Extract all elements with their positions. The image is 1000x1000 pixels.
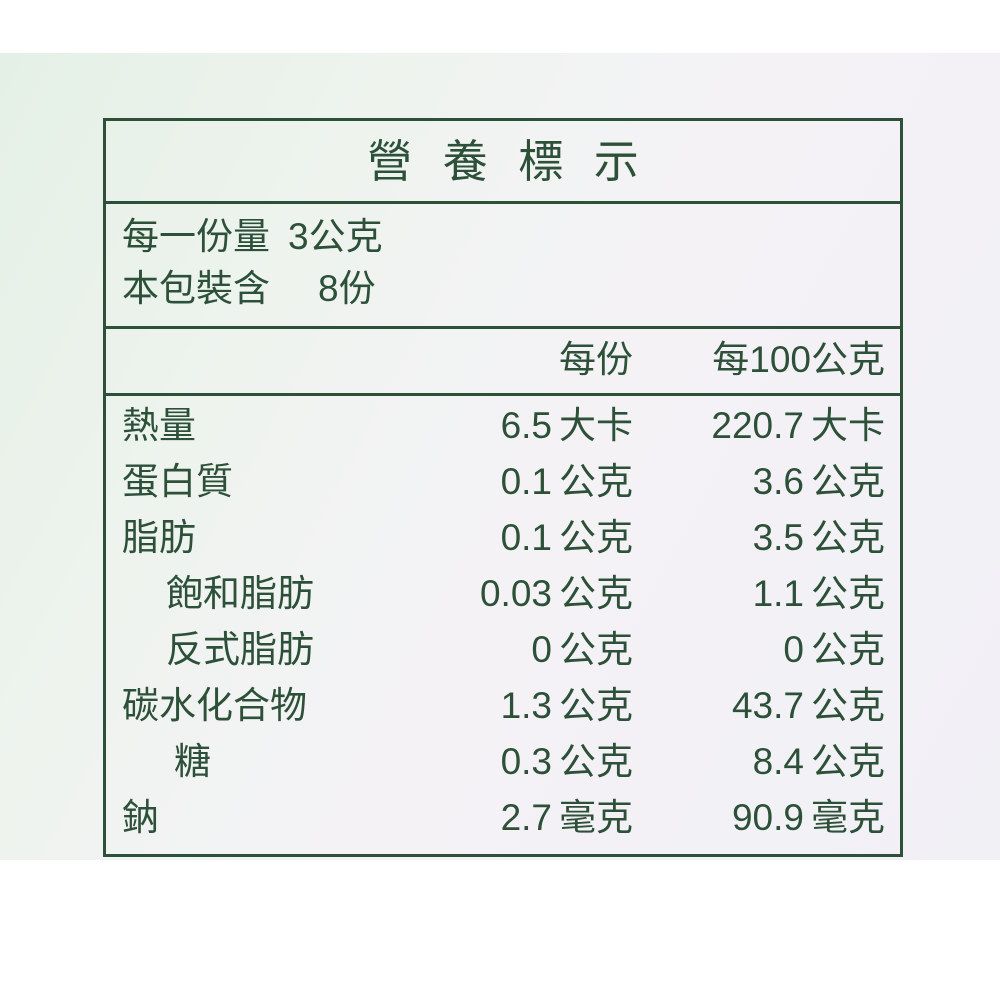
nutrient-per-serving-value: 6.5 大卡 <box>418 398 633 454</box>
nutrient-per-100g-value: 0 公克 <box>633 622 885 678</box>
column-header-per-100g: 每100公克 <box>712 339 885 380</box>
nutrient-per-serving-value: 1.3 公克 <box>418 678 633 734</box>
nutrient-rows: 熱量 6.5 大卡 220.7 大卡 蛋白質 0.1 公克 3.6 公克 脂肪 0.1 公克 3.5 公克飽… <box>106 393 900 854</box>
nutrient-name: 熱量 <box>122 405 196 446</box>
servings-per-package-label: 本包裝含 <box>122 268 270 309</box>
nutrient-per-100g-value: 3.6 公克 <box>633 454 885 510</box>
divider-after-serving-info <box>106 326 900 329</box>
per-serving-number: 0 <box>531 629 552 670</box>
per-100g-number: 1.1 <box>752 573 804 614</box>
divider-after-title <box>106 201 900 204</box>
per-serving-number: 0.1 <box>500 517 552 558</box>
column-header-per-serving: 每份 <box>559 339 633 380</box>
nutrient-row: 鈉 2.7 毫克 90.9 毫克 <box>106 790 900 846</box>
nutrient-row: 飽和脂肪 0.03 公克 1.1 公克 <box>106 566 900 622</box>
per-serving-number: 2.7 <box>500 797 552 838</box>
per-serving-unit: 公克 <box>559 741 633 782</box>
nutrient-row: 脂肪 0.1 公克 3.5 公克 <box>106 510 900 566</box>
nutrient-per-100g-value: 3.5 公克 <box>633 510 885 566</box>
serving-size-label: 每一份量 <box>122 216 270 257</box>
nutrient-per-serving-value: 0.1 公克 <box>418 454 633 510</box>
nutrient-name: 脂肪 <box>122 517 196 558</box>
nutrient-row: 蛋白質 0.1 公克 3.6 公克 <box>106 454 900 510</box>
background-bottom-band <box>0 860 1000 1000</box>
serving-information: 每一份量 3公克 本包裝含 8份 <box>106 201 900 326</box>
per-100g-unit: 公克 <box>811 573 885 614</box>
nutrient-row: 糖 0.3 公克 8.4 公克 <box>106 734 900 790</box>
per-serving-unit: 公克 <box>559 517 633 558</box>
per-serving-number: 0.1 <box>500 461 552 502</box>
per-serving-unit: 公克 <box>559 461 633 502</box>
nutrient-name: 蛋白質 <box>122 461 233 502</box>
per-100g-unit: 公克 <box>811 685 885 726</box>
column-headers-band: 每份 每100公克 <box>106 326 900 393</box>
per-serving-unit: 公克 <box>559 685 633 726</box>
serving-size-row: 每一份量 3公克 <box>122 211 900 263</box>
background-gradient-band <box>0 53 1000 860</box>
per-100g-number: 220.7 <box>711 405 804 446</box>
per-serving-unit: 公克 <box>559 629 633 670</box>
per-100g-unit: 公克 <box>811 517 885 558</box>
per-serving-unit: 公克 <box>559 573 633 614</box>
nutrient-row: 反式脂肪 0 公克 0 公克 <box>106 622 900 678</box>
background-top-band <box>0 0 1000 53</box>
servings-per-package-row: 本包裝含 8份 <box>122 263 900 315</box>
nutrient-per-serving-value: 0.03 公克 <box>418 566 633 622</box>
nutrient-per-100g-value: 8.4 公克 <box>633 734 885 790</box>
per-100g-unit: 公克 <box>811 741 885 782</box>
nutrient-name: 鈉 <box>122 797 159 838</box>
per-100g-number: 0 <box>783 629 804 670</box>
serving-size-value: 3公克 <box>288 216 383 257</box>
per-serving-unit: 大卡 <box>559 405 633 446</box>
per-100g-number: 3.5 <box>752 517 804 558</box>
per-100g-number: 90.9 <box>731 797 804 838</box>
nutrient-per-serving-value: 2.7 毫克 <box>418 790 633 846</box>
divider-after-column-headers <box>106 393 900 396</box>
nutrient-name: 飽和脂肪 <box>166 573 314 614</box>
per-serving-number: 0.3 <box>500 741 552 782</box>
per-serving-number: 0.03 <box>479 573 552 614</box>
per-serving-unit: 毫克 <box>559 797 633 838</box>
nutrient-per-100g-value: 90.9 毫克 <box>633 790 885 846</box>
per-100g-unit: 公克 <box>811 461 885 502</box>
nutrient-name: 反式脂肪 <box>166 629 314 670</box>
per-100g-unit: 大卡 <box>811 405 885 446</box>
nutrient-per-100g-value: 1.1 公克 <box>633 566 885 622</box>
nutrient-per-100g-value: 220.7 大卡 <box>633 398 885 454</box>
servings-per-package-value: 8份 <box>318 268 376 309</box>
nutrient-per-serving-value: 0.1 公克 <box>418 510 633 566</box>
column-headers-row: 每份 每100公克 <box>106 326 900 393</box>
nutrient-per-serving-value: 0.3 公克 <box>418 734 633 790</box>
per-serving-number: 1.3 <box>500 685 552 726</box>
nutrient-name: 糖 <box>174 741 211 782</box>
nutrient-per-serving-value: 0 公克 <box>418 622 633 678</box>
per-100g-number: 3.6 <box>752 461 804 502</box>
per-100g-unit: 公克 <box>811 629 885 670</box>
nutrition-title: 營 養 標 示 <box>367 135 648 187</box>
per-100g-number: 43.7 <box>731 685 804 726</box>
nutrient-name: 碳水化合物 <box>122 685 307 726</box>
nutrition-title-band: 營 養 標 示 <box>106 121 900 201</box>
per-serving-number: 6.5 <box>500 405 552 446</box>
nutrient-row: 碳水化合物 1.3 公克 43.7 公克 <box>106 678 900 734</box>
per-100g-unit: 毫克 <box>811 797 885 838</box>
nutrient-row: 熱量 6.5 大卡 220.7 大卡 <box>106 398 900 454</box>
per-100g-number: 8.4 <box>752 741 804 782</box>
nutrition-facts-table: 營 養 標 示 每一份量 3公克 本包裝含 8份 每份 每100公克 熱量 6. <box>103 118 903 857</box>
nutrient-per-100g-value: 43.7 公克 <box>633 678 885 734</box>
